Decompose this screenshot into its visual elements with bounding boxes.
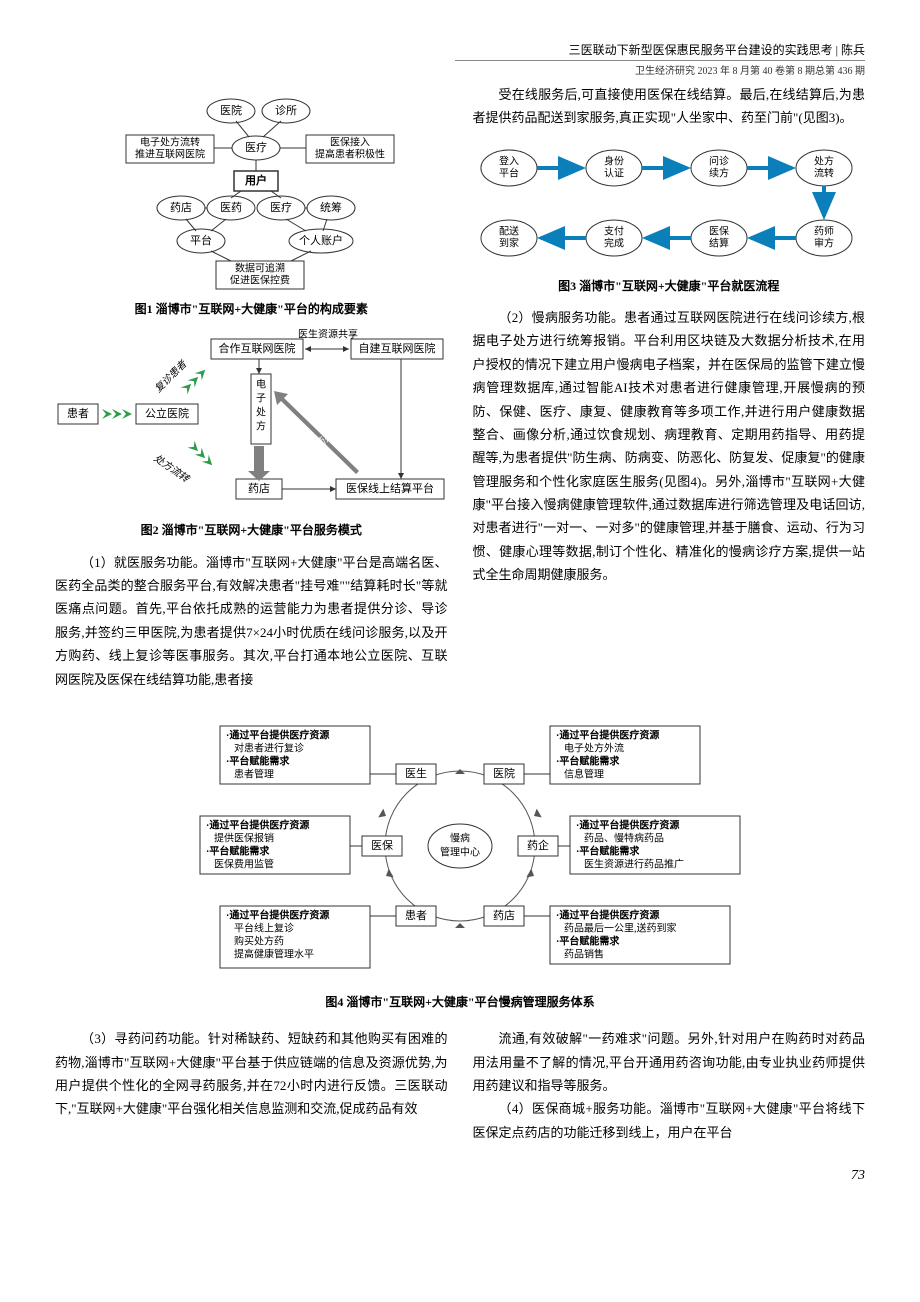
svg-text:促进医保控费: 促进医保控费 [230, 273, 290, 286]
svg-text:药店: 药店 [493, 908, 515, 922]
svg-text:新特药推荐: 新特药推荐 [299, 420, 344, 465]
svg-text:医院: 医院 [220, 103, 242, 117]
svg-text:平台线上复诊: 平台线上复诊 [234, 921, 294, 934]
body-paragraph-bottom-left: （3）寻药问药功能。针对稀缺药、短缺药和其他购买有困难的药物,淄博市"互联网+大… [55, 1027, 448, 1121]
svg-text:用户: 用户 [245, 173, 267, 187]
svg-text:医保线上结算平台: 医保线上结算平台 [346, 481, 434, 495]
svg-text:流转: 流转 [814, 166, 834, 179]
svg-text:电子处方流转: 电子处方流转 [140, 135, 200, 148]
svg-text:·通过平台提供医疗资源: ·通过平台提供医疗资源 [556, 908, 659, 921]
svg-text:·通过平台提供医疗资源: ·通过平台提供医疗资源 [206, 818, 309, 831]
svg-text:药店: 药店 [248, 481, 270, 495]
svg-text:电子处方外流: 电子处方外流 [564, 741, 624, 754]
svg-text:医疗: 医疗 [245, 140, 267, 154]
svg-text:处方: 处方 [814, 154, 834, 167]
svg-text:个人账户: 个人账户 [299, 233, 343, 247]
svg-text:信息管理: 信息管理 [564, 767, 604, 780]
svg-text:到家: 到家 [499, 236, 519, 249]
svg-text:数据可追溯: 数据可追溯 [235, 261, 285, 274]
svg-text:处方流转: 处方流转 [152, 452, 193, 486]
journal-info: 卫生经济研究 2023 年 8 月第 40 卷第 8 期总第 436 期 [455, 60, 865, 80]
svg-text:药企: 药企 [527, 838, 549, 852]
svg-text:完成: 完成 [604, 236, 624, 249]
svg-text:医生资源进行药品推广: 医生资源进行药品推广 [584, 857, 684, 870]
article-title: 三医联动下新型医保惠民服务平台建设的实践思考 [569, 43, 833, 57]
svg-text:·通过平台提供医疗资源: ·通过平台提供医疗资源 [556, 728, 659, 741]
svg-text:·通过平台提供医疗资源: ·通过平台提供医疗资源 [576, 818, 679, 831]
figure-2: 患者 公立医院 复诊患者 合作互联网医院 [55, 329, 448, 540]
svg-text:诊所: 诊所 [275, 103, 297, 117]
svg-text:患者管理: 患者管理 [234, 767, 274, 780]
svg-text:统筹: 统筹 [320, 200, 342, 214]
svg-text:·平台赋能需求: ·平台赋能需求 [226, 754, 290, 767]
body-paragraph-bottom-right-2: （4）医保商城+服务功能。淄博市"互联网+大健康"平台将线下医保定点药店的功能迁… [473, 1097, 866, 1144]
svg-text:患者: 患者 [405, 909, 427, 922]
svg-text:续方: 续方 [709, 166, 729, 179]
svg-text:医保: 医保 [371, 838, 393, 852]
svg-text:医保: 医保 [709, 224, 729, 237]
svg-text:医生: 医生 [405, 766, 427, 780]
page-number: 73 [55, 1164, 865, 1188]
svg-text:审方: 审方 [814, 236, 834, 249]
svg-text:子: 子 [256, 393, 266, 405]
figure-1: 医院 诊所 医疗 用户 电子处方流转 推进互联网医院 医保接入 [55, 93, 448, 319]
body-paragraph-top-right: 受在线服务后,可直接使用医保在线结算。最后,在线结算后,为患者提供药品配送到家服… [473, 83, 866, 130]
svg-text:药品、慢特病药品: 药品、慢特病药品 [584, 831, 664, 844]
svg-text:方: 方 [256, 420, 266, 433]
svg-text:结算: 结算 [709, 236, 729, 249]
figure-1-caption: 图1 淄博市"互联网+大健康"平台的构成要素 [55, 299, 448, 319]
svg-text:药品最后一公里,送药到家: 药品最后一公里,送药到家 [564, 921, 677, 934]
svg-text:医药: 医药 [220, 201, 242, 214]
figure-4-caption: 图4 淄博市"互联网+大健康"平台慢病管理服务体系 [55, 992, 865, 1012]
svg-text:合作互联网医院: 合作互联网医院 [219, 341, 296, 355]
svg-text:平台: 平台 [190, 233, 212, 247]
svg-text:药店: 药店 [170, 200, 192, 214]
svg-text:提高健康管理水平: 提高健康管理水平 [234, 947, 314, 960]
svg-text:管理中心: 管理中心 [440, 845, 480, 858]
svg-text:·平台赋能需求: ·平台赋能需求 [556, 754, 620, 767]
svg-text:·平台赋能需求: ·平台赋能需求 [556, 934, 620, 947]
svg-text:药师: 药师 [814, 224, 834, 237]
svg-text:电: 电 [256, 378, 266, 391]
svg-text:配送: 配送 [499, 224, 519, 237]
svg-text:自建互联网医院: 自建互联网医院 [359, 341, 436, 355]
running-header: 三医联动下新型医保惠民服务平台建设的实践思考 | 陈兵 卫生经济研究 2023 … [55, 40, 865, 81]
svg-text:医疗: 医疗 [270, 200, 292, 214]
author-name: 陈兵 [841, 43, 865, 57]
svg-text:药品销售: 药品销售 [564, 947, 604, 960]
svg-text:·平台赋能需求: ·平台赋能需求 [206, 844, 270, 857]
svg-text:对患者进行复诊: 对患者进行复诊 [234, 741, 304, 754]
body-paragraph-right-mid: （2）慢病服务功能。患者通过互联网医院进行在线问诊续方,根据电子处方进行统筹报销… [473, 306, 866, 587]
svg-text:·平台赋能需求: ·平台赋能需求 [576, 844, 640, 857]
svg-text:身份: 身份 [604, 154, 624, 167]
svg-text:问诊: 问诊 [709, 154, 729, 167]
svg-text:医保接入: 医保接入 [330, 135, 370, 148]
svg-text:医生资源共享: 医生资源共享 [298, 329, 358, 341]
svg-text:复诊患者: 复诊患者 [153, 358, 190, 395]
body-paragraph-bottom-right: 流通,有效破解"一药难求"问题。另外,针对用户在购药时对药品用法用量不了解的情况… [473, 1027, 866, 1097]
svg-text:认证: 认证 [604, 166, 624, 179]
svg-text:·通过平台提供医疗资源: ·通过平台提供医疗资源 [226, 728, 329, 741]
svg-text:登入: 登入 [499, 154, 519, 167]
svg-text:患者: 患者 [67, 407, 89, 420]
svg-text:支付: 支付 [604, 224, 624, 237]
figure-2-caption: 图2 淄博市"互联网+大健康"平台服务模式 [55, 520, 448, 540]
svg-text:医保费用监管: 医保费用监管 [214, 857, 274, 870]
svg-text:医院: 医院 [493, 766, 515, 780]
svg-text:处: 处 [256, 407, 266, 419]
svg-text:慢病: 慢病 [450, 831, 470, 844]
svg-text:推进互联网医院: 推进互联网医院 [135, 147, 205, 160]
svg-text:提供医保报销: 提供医保报销 [214, 831, 274, 844]
svg-text:购买处方药: 购买处方药 [234, 934, 284, 947]
svg-text:平台: 平台 [499, 166, 519, 179]
svg-text:提高患者积极性: 提高患者积极性 [315, 147, 385, 160]
svg-text:·通过平台提供医疗资源: ·通过平台提供医疗资源 [226, 908, 329, 921]
svg-text:公立医院: 公立医院 [145, 406, 189, 420]
figure-3: 登入平台 登入 平台 身份 认证 问诊 续方 处方 流转 [473, 140, 866, 296]
figure-3-caption: 图3 淄博市"互联网+大健康"平台就医流程 [473, 276, 866, 296]
body-paragraph-fig2: （1）就医服务功能。淄博市"互联网+大健康"平台是高端名医、医药全品类的整合服务… [55, 551, 448, 691]
figure-4: 慢病 管理中心 医生 医院 药企 药店 患者 医保 ·通过平台提供医疗资源 对患… [55, 706, 865, 1012]
